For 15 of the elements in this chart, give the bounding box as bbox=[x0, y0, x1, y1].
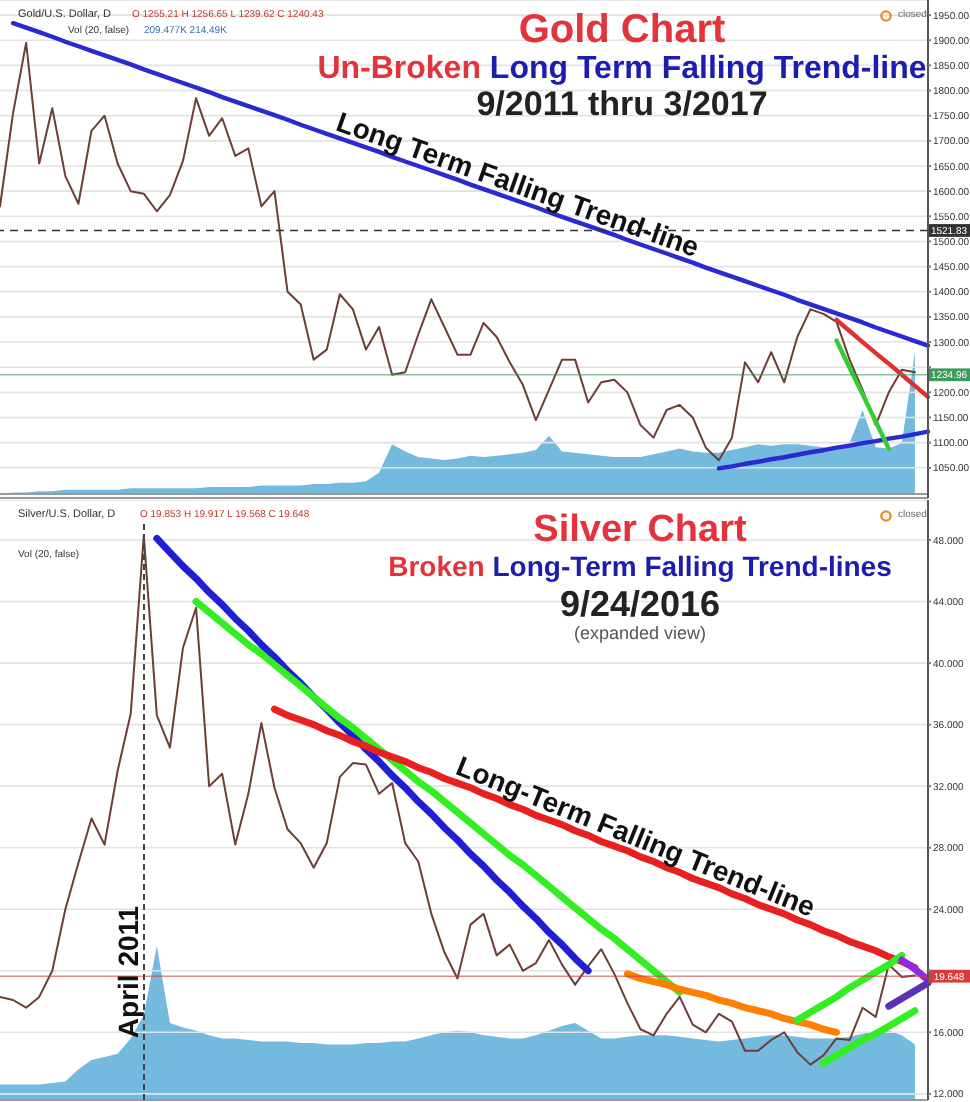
chart-title: Silver Chart bbox=[533, 509, 747, 551]
text: Un-Broken Long Term Falling Trend-line bbox=[317, 52, 927, 86]
line-series bbox=[834, 338, 891, 451]
line-series bbox=[834, 317, 931, 400]
line-series bbox=[819, 1007, 919, 1067]
annotation: 9/24/2016 bbox=[559, 584, 721, 624]
line-series bbox=[270, 705, 919, 972]
line-series bbox=[793, 951, 906, 1024]
annotation: April 2011 bbox=[112, 905, 144, 1039]
annotation: 9/2011 thru 3/2017 bbox=[476, 85, 768, 123]
chart-title: Gold Chart bbox=[518, 8, 726, 52]
line-series bbox=[623, 970, 841, 1036]
annotation: (expanded view) bbox=[573, 623, 707, 643]
line-series bbox=[716, 429, 931, 471]
text: Broken Long-Term Falling Trend-lines bbox=[388, 550, 892, 582]
